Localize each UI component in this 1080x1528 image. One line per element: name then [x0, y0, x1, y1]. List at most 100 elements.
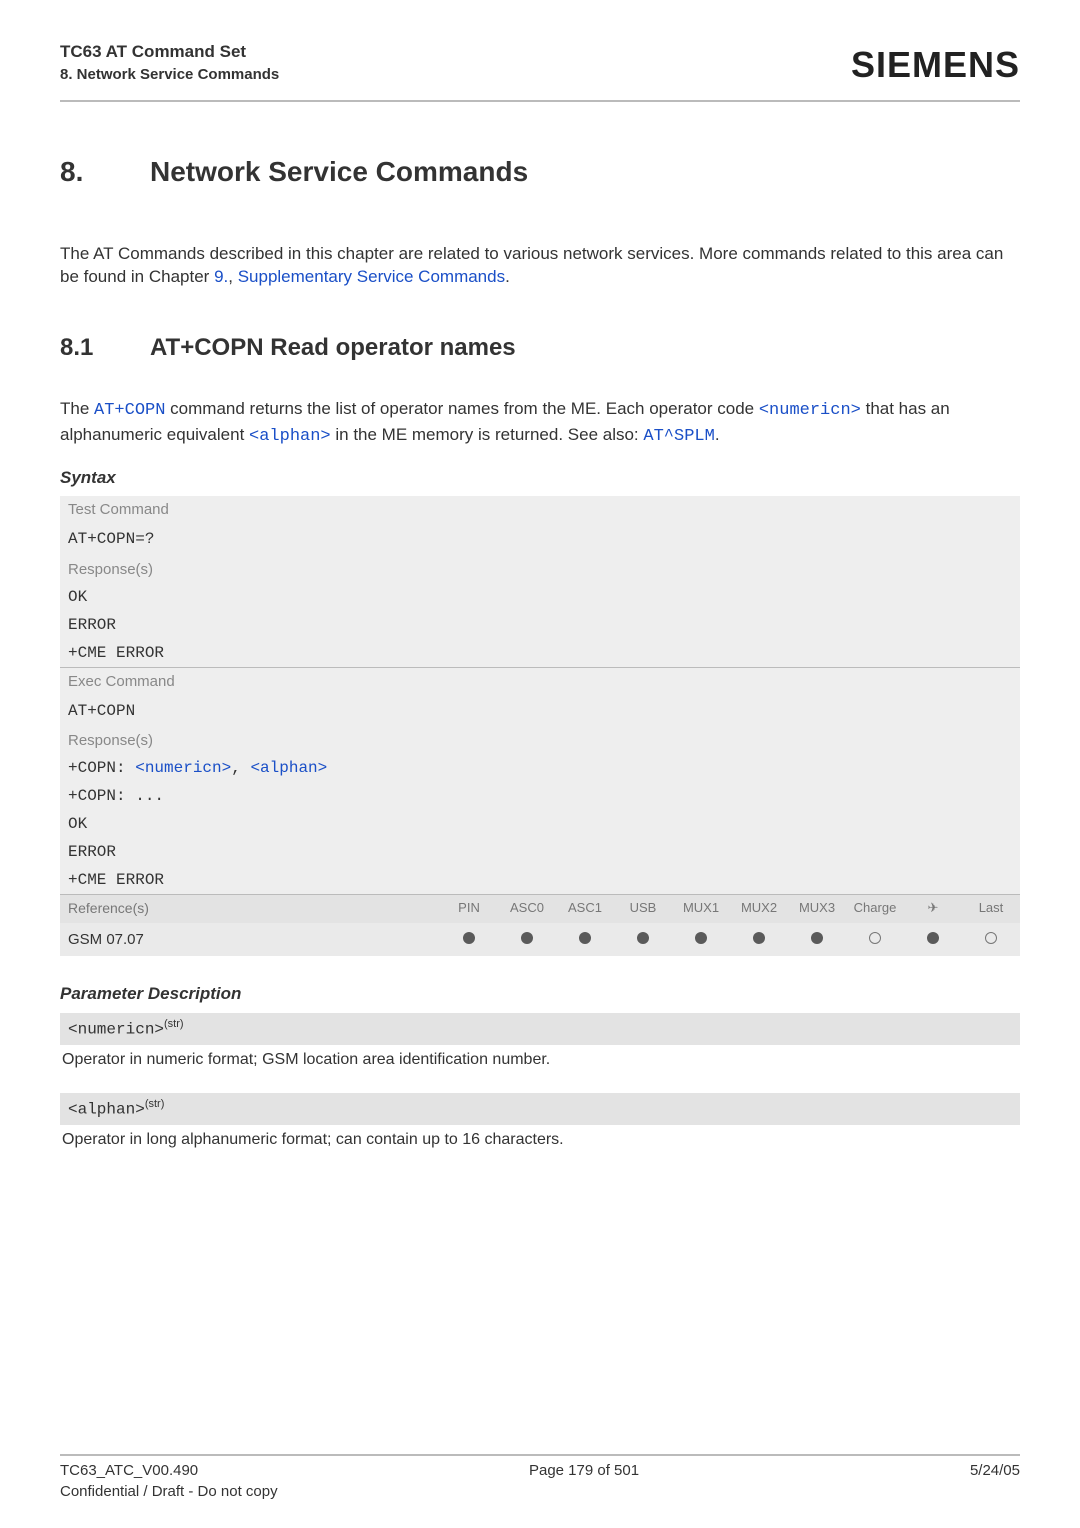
exec-response-4: ERROR [60, 838, 1020, 866]
exec-r1a: +COPN: [68, 759, 135, 777]
ref-dot [962, 923, 1020, 956]
intro-text-post: . [505, 267, 510, 286]
page-header: TC63 AT Command Set 8. Network Service C… [60, 40, 1020, 90]
link-atsplm[interactable]: AT^SPLM [643, 427, 714, 446]
footer-divider [60, 1454, 1020, 1456]
footer-row-1: TC63_ATC_V00.490 Page 179 of 501 5/24/05 [60, 1460, 1020, 1481]
intro-text-mid: , [228, 267, 237, 286]
exec-r1-alphan[interactable]: <alphan> [250, 759, 327, 777]
param-alphan-desc: Operator in long alphanumeric format; ca… [60, 1125, 1020, 1165]
chapter-number: 8. [60, 152, 150, 191]
exec-command-label: Exec Command [60, 668, 1020, 695]
desc-pre: The [60, 399, 94, 418]
param-numericn-desc: Operator in numeric format; GSM location… [60, 1045, 1020, 1085]
chapter-link-supp[interactable]: Supplementary Service Commands [238, 267, 505, 286]
col-asc0: ASC0 [498, 895, 556, 923]
col-mux1: MUX1 [672, 895, 730, 923]
syntax-heading: Syntax [60, 466, 1020, 490]
desc-mid3: in the ME memory is returned. See also: [331, 425, 644, 444]
link-atcopn[interactable]: AT+COPN [94, 401, 165, 420]
header-divider [60, 100, 1020, 102]
ref-dot [846, 923, 904, 956]
link-numericn[interactable]: <numericn> [759, 401, 861, 420]
dot-empty-icon [869, 932, 881, 944]
footer-row-2: Confidential / Draft - Do not copy [60, 1481, 1020, 1502]
desc-mid1: command returns the list of operator nam… [165, 399, 758, 418]
subsection-heading: 8.1AT+COPN Read operator names [60, 331, 1020, 365]
chapter-link-9[interactable]: 9. [214, 267, 228, 286]
param-alphan-type: (str) [145, 1098, 165, 1110]
exec-r1-numericn[interactable]: <numericn> [135, 759, 231, 777]
dot-empty-icon [985, 932, 997, 944]
test-response-3: +CME ERROR [60, 639, 1020, 667]
test-response-1: OK [60, 583, 1020, 611]
ref-dot [672, 923, 730, 956]
dot-filled-icon [637, 932, 649, 944]
col-mux2: MUX2 [730, 895, 788, 923]
syntax-box: Test Command AT+COPN=? Response(s) OK ER… [60, 496, 1020, 955]
link-alphan[interactable]: <alphan> [249, 427, 331, 446]
col-pin: PIN [440, 895, 498, 923]
param-alphan-name: <alphan> [68, 1101, 145, 1119]
dot-filled-icon [695, 932, 707, 944]
dot-filled-icon [811, 932, 823, 944]
ref-dot [614, 923, 672, 956]
chapter-heading: 8.Network Service Commands [60, 152, 1020, 191]
dot-filled-icon [463, 932, 475, 944]
doc-title: TC63 AT Command Set [60, 40, 279, 64]
exec-response-label: Response(s) [60, 727, 1020, 754]
exec-response-1: +COPN: <numericn>, <alphan> [60, 754, 1020, 782]
ref-dot [498, 923, 556, 956]
exec-response-3: OK [60, 810, 1020, 838]
ref-dot [556, 923, 614, 956]
exec-response-2: +COPN: ... [60, 782, 1020, 810]
ref-dot [788, 923, 846, 956]
reference-dots [440, 923, 1020, 956]
ref-dot [904, 923, 962, 956]
reference-data-row: GSM 07.07 [60, 923, 1020, 956]
footer-center: Page 179 of 501 [529, 1460, 639, 1481]
subsection-number: 8.1 [60, 331, 150, 365]
test-response-2: ERROR [60, 611, 1020, 639]
dot-filled-icon [753, 932, 765, 944]
dot-filled-icon [521, 932, 533, 944]
doc-section: 8. Network Service Commands [60, 64, 279, 85]
reference-row-name: GSM 07.07 [60, 923, 440, 956]
exec-response-5: +CME ERROR [60, 866, 1020, 894]
col-mux3: MUX3 [788, 895, 846, 923]
desc-post: . [715, 425, 720, 444]
test-response-label: Response(s) [60, 556, 1020, 583]
reference-label: Reference(s) [60, 895, 440, 923]
test-command-label: Test Command [60, 496, 1020, 523]
ref-dot [440, 923, 498, 956]
col-charge: Charge [846, 895, 904, 923]
chapter-intro: The AT Commands described in this chapte… [60, 242, 1020, 290]
reference-header-row: Reference(s) PIN ASC0 ASC1 USB MUX1 MUX2… [60, 895, 1020, 923]
siemens-logo: SIEMENS [851, 40, 1020, 90]
intro-text-pre: The AT Commands described in this chapte… [60, 244, 1003, 287]
param-numericn-tag: <numericn>(str) [60, 1013, 1020, 1045]
header-left: TC63 AT Command Set 8. Network Service C… [60, 40, 279, 85]
subsection-title: AT+COPN Read operator names [150, 334, 516, 361]
ref-dot [730, 923, 788, 956]
col-usb: USB [614, 895, 672, 923]
col-asc1: ASC1 [556, 895, 614, 923]
chapter-title: Network Service Commands [150, 156, 528, 187]
exec-r1c: , [231, 759, 250, 777]
exec-command: AT+COPN [60, 695, 1020, 727]
param-numericn-type: (str) [164, 1018, 184, 1030]
param-desc-heading: Parameter Description [60, 982, 1020, 1006]
dot-filled-icon [927, 932, 939, 944]
param-numericn-name: <numericn> [68, 1021, 164, 1039]
col-last: Last [962, 895, 1020, 923]
footer-right: 5/24/05 [970, 1460, 1020, 1481]
page: TC63 AT Command Set 8. Network Service C… [0, 0, 1080, 1528]
param-alphan-tag: <alphan>(str) [60, 1093, 1020, 1125]
test-command: AT+COPN=? [60, 523, 1020, 555]
col-airplane-icon: ✈ [904, 895, 962, 923]
reference-columns: PIN ASC0 ASC1 USB MUX1 MUX2 MUX3 Charge … [440, 895, 1020, 923]
footer-left: TC63_ATC_V00.490 [60, 1460, 198, 1481]
dot-filled-icon [579, 932, 591, 944]
page-footer: TC63_ATC_V00.490 Page 179 of 501 5/24/05… [60, 1454, 1020, 1502]
subsection-desc: The AT+COPN command returns the list of … [60, 397, 1020, 449]
